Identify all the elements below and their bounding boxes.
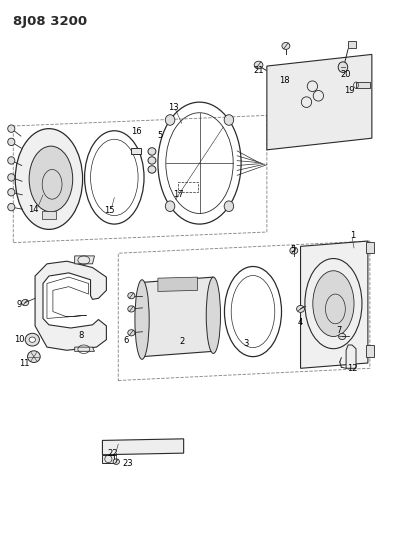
Ellipse shape: [25, 333, 40, 346]
Text: 14: 14: [28, 205, 38, 214]
Ellipse shape: [313, 271, 354, 336]
Text: 3: 3: [243, 339, 249, 348]
Text: 6: 6: [124, 336, 129, 345]
Text: 7: 7: [336, 326, 342, 335]
Polygon shape: [356, 82, 370, 88]
Ellipse shape: [206, 277, 221, 353]
Text: 10: 10: [14, 335, 24, 344]
Text: 17: 17: [174, 190, 184, 199]
Polygon shape: [366, 345, 374, 357]
Polygon shape: [366, 241, 374, 253]
Polygon shape: [158, 277, 198, 292]
Ellipse shape: [338, 62, 348, 72]
Polygon shape: [267, 54, 372, 150]
Ellipse shape: [8, 174, 15, 181]
Ellipse shape: [135, 280, 149, 359]
Text: 4: 4: [298, 318, 303, 327]
Ellipse shape: [282, 43, 290, 50]
Polygon shape: [348, 41, 356, 48]
Ellipse shape: [290, 247, 298, 254]
Text: 9: 9: [17, 300, 22, 309]
Ellipse shape: [339, 333, 346, 340]
Ellipse shape: [8, 157, 15, 164]
Ellipse shape: [165, 115, 175, 125]
Text: 5: 5: [290, 245, 295, 254]
Ellipse shape: [8, 125, 15, 132]
Polygon shape: [75, 256, 95, 264]
Ellipse shape: [128, 306, 135, 312]
Ellipse shape: [8, 204, 15, 211]
Ellipse shape: [29, 337, 36, 342]
Text: 13: 13: [168, 103, 179, 112]
Text: 8: 8: [78, 331, 83, 340]
Ellipse shape: [113, 459, 119, 464]
Text: 15: 15: [104, 206, 115, 215]
Text: 2: 2: [180, 337, 185, 346]
Text: 5: 5: [157, 131, 162, 140]
Polygon shape: [346, 345, 356, 368]
Polygon shape: [131, 148, 141, 154]
Text: 12: 12: [347, 364, 357, 373]
Polygon shape: [300, 241, 368, 368]
Ellipse shape: [128, 293, 135, 299]
Ellipse shape: [254, 61, 263, 69]
Ellipse shape: [29, 146, 73, 212]
Polygon shape: [103, 439, 184, 455]
Ellipse shape: [128, 330, 135, 336]
Text: 22: 22: [108, 449, 119, 458]
Text: 16: 16: [131, 127, 141, 136]
Text: 8J08 3200: 8J08 3200: [13, 14, 87, 28]
Text: 23: 23: [122, 459, 133, 469]
Ellipse shape: [28, 351, 40, 362]
Polygon shape: [75, 347, 95, 351]
Polygon shape: [42, 211, 56, 219]
Polygon shape: [47, 277, 89, 318]
Ellipse shape: [8, 138, 15, 146]
Ellipse shape: [165, 201, 175, 212]
Polygon shape: [35, 261, 107, 350]
Ellipse shape: [15, 128, 83, 229]
Polygon shape: [142, 277, 213, 357]
Text: 19: 19: [344, 86, 355, 95]
Ellipse shape: [224, 201, 234, 212]
Ellipse shape: [8, 189, 15, 196]
Ellipse shape: [148, 148, 156, 155]
Ellipse shape: [148, 166, 156, 173]
Text: 1: 1: [350, 231, 356, 240]
Text: 21: 21: [253, 66, 263, 75]
Text: 18: 18: [279, 76, 290, 85]
Polygon shape: [103, 455, 114, 463]
Ellipse shape: [296, 305, 304, 312]
Ellipse shape: [224, 115, 234, 125]
Text: 20: 20: [340, 70, 351, 79]
Ellipse shape: [22, 300, 29, 305]
Ellipse shape: [148, 157, 156, 164]
Text: 11: 11: [19, 359, 30, 367]
